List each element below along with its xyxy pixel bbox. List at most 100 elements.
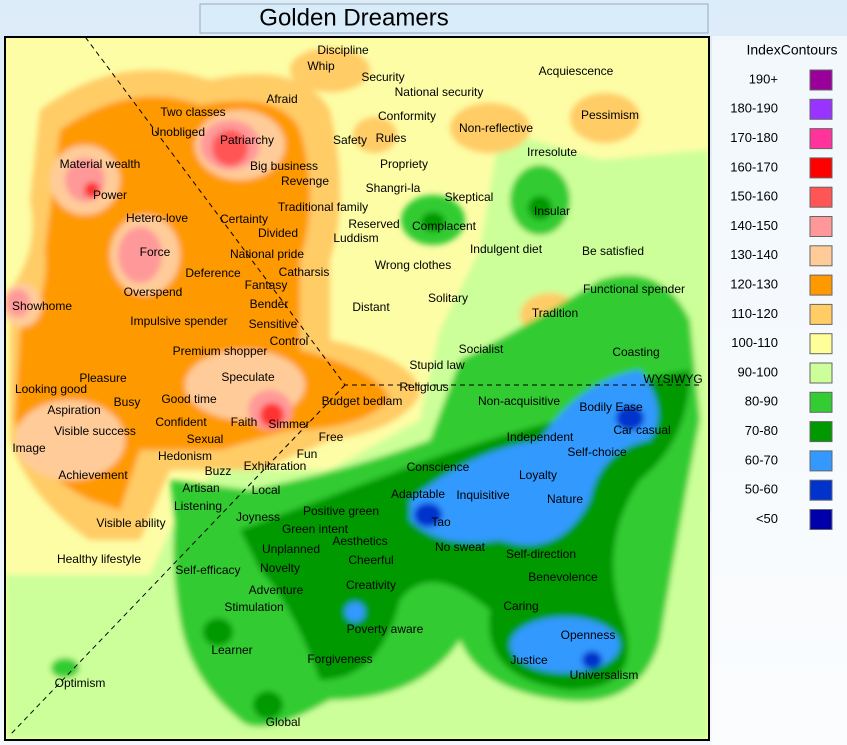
word-label: Image xyxy=(12,441,46,455)
word-label: Irresolute xyxy=(527,145,577,159)
word-label: Bender xyxy=(250,297,289,311)
word-label: Optimism xyxy=(55,676,106,690)
word-label: Pleasure xyxy=(79,371,127,385)
legend-label: 160-170 xyxy=(730,159,778,174)
legend-swatch xyxy=(809,509,833,530)
word-label: Adventure xyxy=(249,583,304,597)
word-label: Joyness xyxy=(236,510,280,524)
word-label: Religious xyxy=(399,380,448,394)
word-label: Inquisitive xyxy=(456,488,510,502)
word-label: Looking good xyxy=(15,382,87,396)
word-label: Visible ability xyxy=(96,516,165,530)
word-label: No sweat xyxy=(435,540,486,554)
legend-swatch xyxy=(809,421,833,443)
word-label: Confident xyxy=(155,415,207,429)
word-label: Conscience xyxy=(407,460,470,474)
word-label: Sexual xyxy=(187,432,224,446)
legend-swatch xyxy=(809,303,833,325)
word-label: Indulgent diet xyxy=(470,242,543,256)
word-label: Self-direction xyxy=(506,547,576,561)
word-label: Pessimism xyxy=(581,108,639,122)
word-label: Safety xyxy=(333,133,367,147)
legend-title: IndexContours xyxy=(746,42,837,58)
word-label: Premium shopper xyxy=(173,344,268,358)
legend-swatch xyxy=(809,479,833,501)
word-label: Adaptable xyxy=(391,487,445,501)
word-label: Independent xyxy=(507,430,574,444)
word-label: Luddism xyxy=(333,231,378,245)
word-label: Conformity xyxy=(378,109,436,123)
legend-swatch xyxy=(809,245,833,267)
legend-label: 60-70 xyxy=(745,452,778,467)
word-label: Patriarchy xyxy=(220,133,274,147)
word-label: Nature xyxy=(547,492,583,506)
word-label: Fantasy xyxy=(245,278,288,292)
word-label: Revenge xyxy=(281,174,329,188)
word-label: Deference xyxy=(185,266,241,280)
legend-swatch xyxy=(809,98,833,120)
word-label: Learner xyxy=(211,643,252,657)
word-label: Complacent xyxy=(412,219,477,233)
legend-swatch xyxy=(809,69,833,91)
legend-panel xyxy=(712,36,847,745)
word-label: Stimulation xyxy=(224,600,283,614)
word-label: Socialist xyxy=(459,342,504,356)
word-label: Skeptical xyxy=(445,190,494,204)
word-label: National security xyxy=(395,85,484,99)
word-label: Universalism xyxy=(570,668,639,682)
word-label: Hetero-love xyxy=(126,211,188,225)
word-label: Afraid xyxy=(266,92,297,106)
word-label: Distant xyxy=(352,300,390,314)
legend-swatch xyxy=(809,216,833,237)
word-label: Non-reflective xyxy=(459,121,533,135)
word-label: Justice xyxy=(510,653,548,667)
word-label: Openness xyxy=(561,628,616,642)
word-label: Self-efficacy xyxy=(175,563,240,577)
word-label: Discipline xyxy=(317,43,369,57)
word-label: Benevolence xyxy=(528,570,598,584)
word-label: Speculate xyxy=(221,370,275,384)
legend-label: 130-140 xyxy=(730,247,778,262)
word-label: Rules xyxy=(376,131,407,145)
word-label: Loyalty xyxy=(519,468,557,482)
word-label: Green intent xyxy=(282,522,349,536)
word-label: Buzz xyxy=(205,464,232,478)
word-label: Certainty xyxy=(220,212,268,226)
word-label: Positive green xyxy=(303,504,379,518)
word-label: Visible success xyxy=(54,424,136,438)
word-label: Busy xyxy=(114,395,141,409)
word-label: Shangri-la xyxy=(366,181,421,195)
legend-swatch xyxy=(809,274,833,296)
word-label: Whip xyxy=(307,59,335,73)
legend-swatch xyxy=(809,157,833,179)
word-label: Power xyxy=(93,188,127,202)
word-label: Unobliged xyxy=(151,125,205,139)
word-label: Functional spender xyxy=(583,282,685,296)
legend-label: 120-130 xyxy=(730,277,778,292)
word-label: Aspiration xyxy=(47,403,100,417)
word-label: Traditional family xyxy=(278,200,368,214)
word-label: National pride xyxy=(230,247,304,261)
legend-swatch xyxy=(809,450,833,472)
legend-label: 70-80 xyxy=(745,423,778,438)
word-label: Poverty aware xyxy=(347,622,424,636)
word-label: Insular xyxy=(534,204,570,218)
word-label: Force xyxy=(140,245,171,259)
word-label: Overspend xyxy=(124,285,183,299)
word-label: Catharsis xyxy=(279,265,330,279)
word-label: Unplanned xyxy=(262,542,320,556)
word-label: Aesthetics xyxy=(332,534,387,548)
word-label: Exhilaration xyxy=(244,459,307,473)
word-label: Big business xyxy=(250,159,318,173)
legend-swatch xyxy=(809,333,833,355)
title-box xyxy=(199,3,709,34)
word-label: Security xyxy=(361,70,404,84)
word-label: Wrong clothes xyxy=(375,258,451,272)
word-label: Control xyxy=(270,334,309,348)
word-label: Faith xyxy=(231,415,258,429)
word-label: Artisan xyxy=(182,481,219,495)
word-label: Two classes xyxy=(160,105,225,119)
word-label: Creativity xyxy=(346,578,396,592)
legend-label: 80-90 xyxy=(745,394,778,409)
word-label: Achievement xyxy=(58,468,128,482)
